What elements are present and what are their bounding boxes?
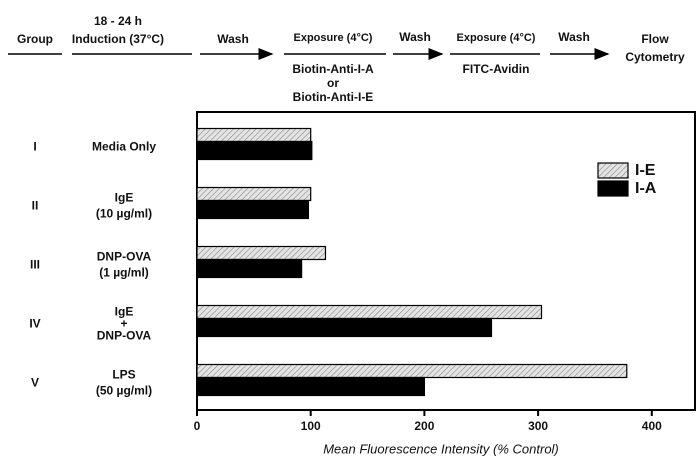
group-heading: Group: [17, 32, 53, 46]
step-detail: Biotin-Anti-I-E: [293, 90, 374, 104]
step-heading: Wash: [399, 30, 431, 44]
bar: [196, 258, 303, 279]
bar: [196, 140, 313, 161]
group-description: (1 µg/ml): [99, 266, 149, 280]
legend-swatch: [597, 162, 629, 179]
group-description: LPS: [112, 368, 135, 382]
group-label: II: [32, 199, 39, 213]
bar: [196, 376, 425, 397]
legend-swatch: [597, 180, 629, 197]
step-heading: Cytometry: [625, 50, 685, 64]
bar: [196, 199, 310, 220]
bar: [196, 245, 327, 261]
legend-label: I-E: [635, 162, 656, 179]
bar: [196, 186, 312, 202]
step-heading: Exposure (4°C): [457, 32, 536, 44]
step-detail: Biotin-Anti-I-A: [292, 62, 374, 76]
group-label: III: [30, 258, 40, 272]
bar: [196, 317, 493, 338]
group-label: I: [33, 140, 36, 154]
group-label: V: [31, 376, 39, 390]
x-tick-label: 0: [194, 419, 201, 433]
group-description: IgE: [115, 191, 134, 205]
group-description: (10 µg/ml): [96, 207, 152, 221]
group-description: IgE: [115, 305, 134, 319]
x-tick-label: 400: [642, 419, 662, 433]
step-heading: Induction (37°C): [72, 32, 164, 46]
step-heading: Wash: [558, 30, 590, 44]
x-tick-label: 300: [528, 419, 548, 433]
step-detail: or: [327, 76, 339, 90]
bar: [196, 304, 543, 320]
step-detail: FITC-Avidin: [463, 62, 530, 76]
group-description: Media Only: [92, 140, 156, 154]
group-description: +: [120, 317, 127, 331]
group-description: DNP-OVA: [97, 329, 152, 343]
legend-label: I-A: [635, 180, 657, 197]
step-heading: 18 - 24 h: [94, 14, 142, 28]
group-label: IV: [29, 317, 40, 331]
step-heading: Exposure (4°C): [294, 32, 373, 44]
group-description: (50 µg/ml): [96, 384, 152, 398]
x-axis-label: Mean Fluorescence Intensity (% Control): [323, 441, 559, 456]
x-tick-label: 200: [414, 419, 434, 433]
step-heading: Flow: [641, 32, 669, 46]
bar: [196, 127, 312, 143]
group-description: DNP-OVA: [97, 250, 152, 264]
step-heading: Wash: [217, 32, 249, 46]
x-tick-label: 100: [301, 419, 321, 433]
bar: [196, 363, 628, 379]
